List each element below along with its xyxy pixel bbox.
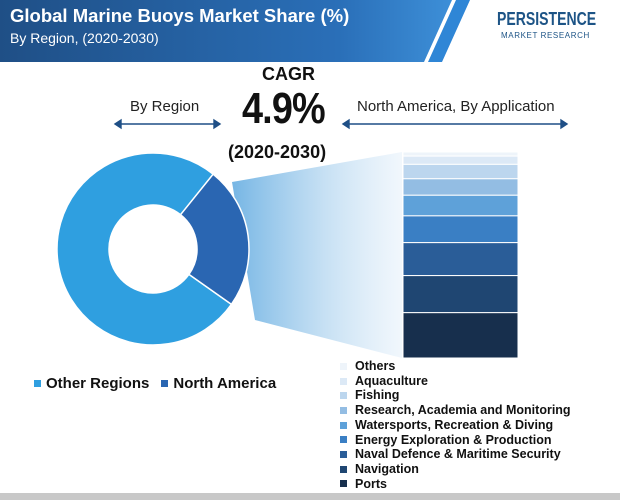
stack-segment-others bbox=[402, 151, 519, 157]
right-connector-arrow bbox=[341, 118, 569, 130]
application-legend: Others Aquaculture Fishing Research, Academ… bbox=[340, 359, 571, 491]
logo-wordmark: PERSISTENCE bbox=[497, 9, 597, 29]
cagr-value: 4.9% bbox=[242, 84, 326, 133]
stack-segment-ports bbox=[402, 312, 519, 359]
donut-slice-north-america bbox=[179, 173, 250, 306]
application-legend-item-naval-defence-and-maritime-security: Naval Defence & Maritime Security bbox=[340, 447, 571, 462]
legend-label: Others bbox=[355, 359, 396, 373]
legend-swatch bbox=[161, 380, 169, 387]
legend-swatch bbox=[340, 392, 347, 400]
region-legend-item-north-america: North America bbox=[161, 375, 276, 392]
legend-swatch bbox=[340, 480, 347, 488]
legend-label: Other Regions bbox=[46, 375, 150, 392]
application-legend-item-energy-exploration-and-production: Energy Exploration & Production bbox=[340, 433, 571, 448]
stack-segment-naval-defence-and-maritime-security bbox=[402, 242, 519, 277]
application-legend-item-navigation: Navigation bbox=[340, 462, 571, 477]
application-legend-item-aquaculture: Aquaculture bbox=[340, 374, 571, 389]
legend-label: Ports bbox=[355, 476, 387, 491]
legend-swatch bbox=[340, 465, 347, 473]
north-america-by-application-label: North America, By Application bbox=[357, 98, 555, 115]
stack-segment-research-academia-and-monitoring bbox=[402, 178, 519, 196]
logo-tagline: MARKET RESEARCH bbox=[501, 31, 590, 40]
footer-bar bbox=[0, 493, 620, 500]
legend-swatch bbox=[340, 436, 347, 444]
legend-label: Aquaculture bbox=[355, 373, 428, 388]
application-legend-item-ports: Ports bbox=[340, 477, 571, 492]
header-band bbox=[0, 0, 452, 62]
legend-swatch bbox=[340, 451, 347, 459]
by-region-label: By Region bbox=[130, 98, 200, 115]
application-legend-item-others: Others bbox=[340, 359, 571, 374]
stack-segment-aquaculture bbox=[402, 155, 519, 165]
legend-label: Naval Defence & Maritime Security bbox=[355, 447, 561, 462]
stack-segment-fishing bbox=[402, 163, 519, 180]
stacked-bar-chart bbox=[402, 151, 519, 359]
legend-swatch bbox=[340, 406, 347, 414]
cagr-label: CAGR bbox=[262, 64, 315, 84]
donut-chart bbox=[56, 152, 250, 346]
application-legend-item-watersports-recreation-and-diving: Watersports, Recreation & Diving bbox=[340, 418, 571, 433]
legend-label: North America bbox=[173, 375, 277, 392]
donut-slice-other-regions bbox=[56, 152, 233, 346]
chart-title: Global Marine Buoys Market Share (%) bbox=[10, 5, 350, 26]
stack-segment-navigation bbox=[402, 275, 519, 314]
region-legend: Other Regions North America bbox=[34, 375, 276, 392]
funnel-projection bbox=[232, 152, 402, 358]
legend-swatch bbox=[340, 362, 347, 370]
legend-swatch bbox=[340, 421, 347, 429]
application-legend-item-research-academia-and-monitoring: Research, Academia and Monitoring bbox=[340, 403, 571, 418]
legend-swatch bbox=[340, 377, 347, 385]
legend-label: Navigation bbox=[355, 461, 419, 476]
cagr-period: (2020-2030) bbox=[228, 142, 327, 162]
stack-segment-watersports-recreation-and-diving bbox=[402, 194, 519, 217]
legend-label: Energy Exploration & Production bbox=[355, 432, 552, 447]
left-connector-arrow bbox=[113, 118, 222, 130]
application-legend-item-fishing: Fishing bbox=[340, 388, 571, 403]
legend-label: Watersports, Recreation & Diving bbox=[355, 417, 554, 432]
region-legend-item-other-regions: Other Regions bbox=[34, 375, 149, 392]
brand-logo: PERSISTENCE MARKET RESEARCH bbox=[497, 6, 615, 44]
stack-segment-energy-exploration-and-production bbox=[402, 215, 519, 244]
legend-label: Fishing bbox=[355, 388, 400, 403]
legend-swatch bbox=[34, 380, 41, 387]
header-accent bbox=[428, 0, 470, 62]
legend-label: Research, Academia and Monitoring bbox=[355, 403, 571, 418]
chart-subtitle: By Region, (2020-2030) bbox=[10, 30, 159, 46]
